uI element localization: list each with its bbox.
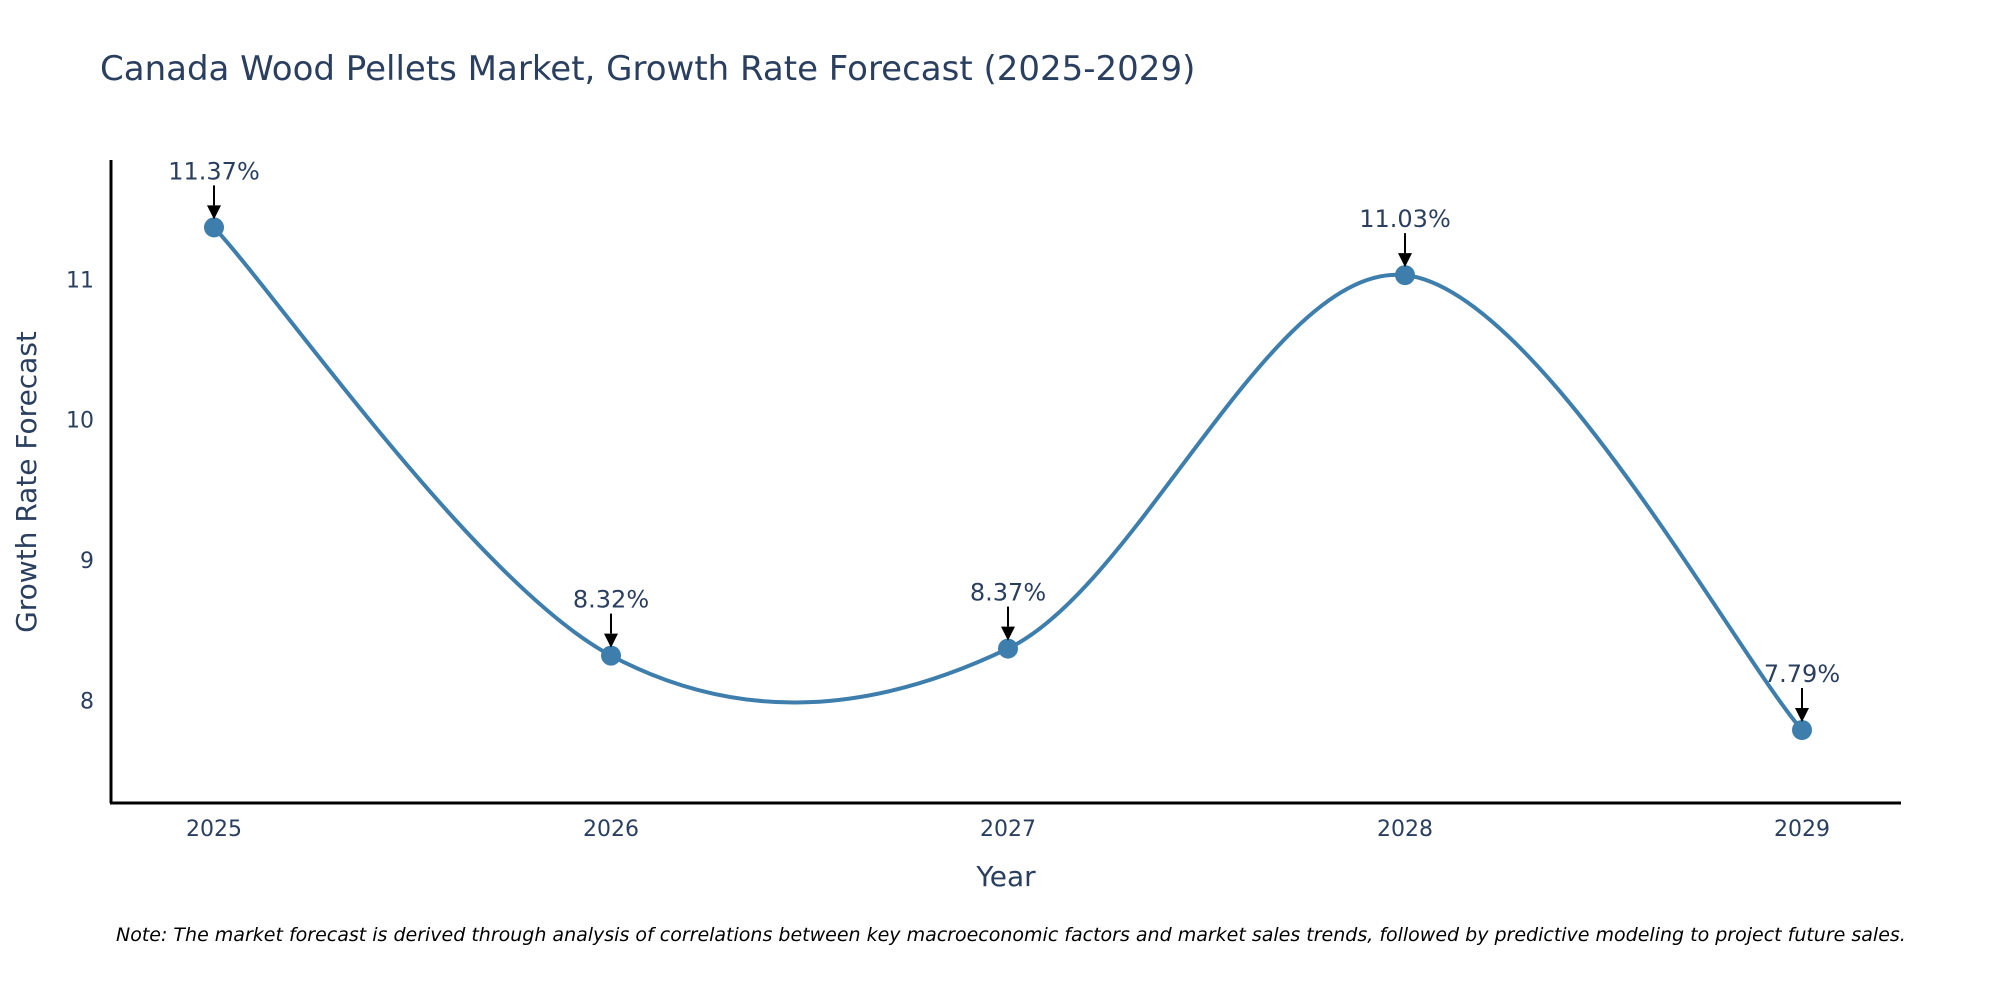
y-tick-label: 8 — [80, 690, 94, 715]
annotation-arrow-head — [1398, 253, 1412, 268]
data-label: 11.37% — [168, 157, 260, 185]
data-annotation: 11.37% — [168, 157, 260, 220]
x-tick-label: 2029 — [1774, 817, 1830, 842]
annotation-arrow-head — [604, 633, 618, 648]
growth-rate-line — [212, 226, 1804, 732]
annotation-arrow-head — [1001, 626, 1015, 641]
data-point — [1792, 719, 1812, 740]
y-tick-label: 11 — [66, 268, 94, 293]
data-point — [1395, 265, 1415, 286]
data-annotation: 8.32% — [573, 586, 649, 648]
data-annotation: 7.79% — [1764, 660, 1840, 722]
chart-title: Canada Wood Pellets Market, Growth Rate … — [100, 49, 1195, 89]
footnote: Note: The market forecast is derived thr… — [116, 924, 1906, 946]
data-annotations: 11.37% 8.32% 8.37% 11.03% 7.79% — [168, 157, 1840, 722]
x-tick-label: 2028 — [1377, 817, 1433, 842]
y-tick-label: 10 — [66, 409, 94, 434]
x-tick-labels: 2025 2026 2027 2028 2029 — [186, 817, 1830, 842]
x-tick-label: 2025 — [186, 817, 242, 842]
x-tick-label: 2027 — [980, 817, 1036, 842]
data-label: 7.79% — [1764, 660, 1840, 688]
annotation-arrow-head — [207, 205, 221, 220]
data-point — [601, 645, 621, 666]
data-label: 8.37% — [970, 579, 1046, 607]
data-annotation: 11.03% — [1359, 205, 1451, 268]
data-point — [998, 638, 1018, 659]
data-label: 8.32% — [573, 586, 649, 614]
x-tick-label: 2026 — [583, 817, 639, 842]
data-markers — [204, 217, 1812, 740]
data-annotation: 8.37% — [970, 579, 1046, 641]
y-tick-labels: 8 9 10 11 — [66, 268, 94, 714]
annotation-arrow-head — [1795, 707, 1809, 722]
y-tick-label: 9 — [80, 549, 94, 574]
data-label: 11.03% — [1359, 205, 1451, 233]
x-axis-title: Year — [975, 860, 1036, 893]
y-axis-title: Growth Rate Forecast — [10, 331, 43, 633]
data-point — [204, 217, 224, 238]
